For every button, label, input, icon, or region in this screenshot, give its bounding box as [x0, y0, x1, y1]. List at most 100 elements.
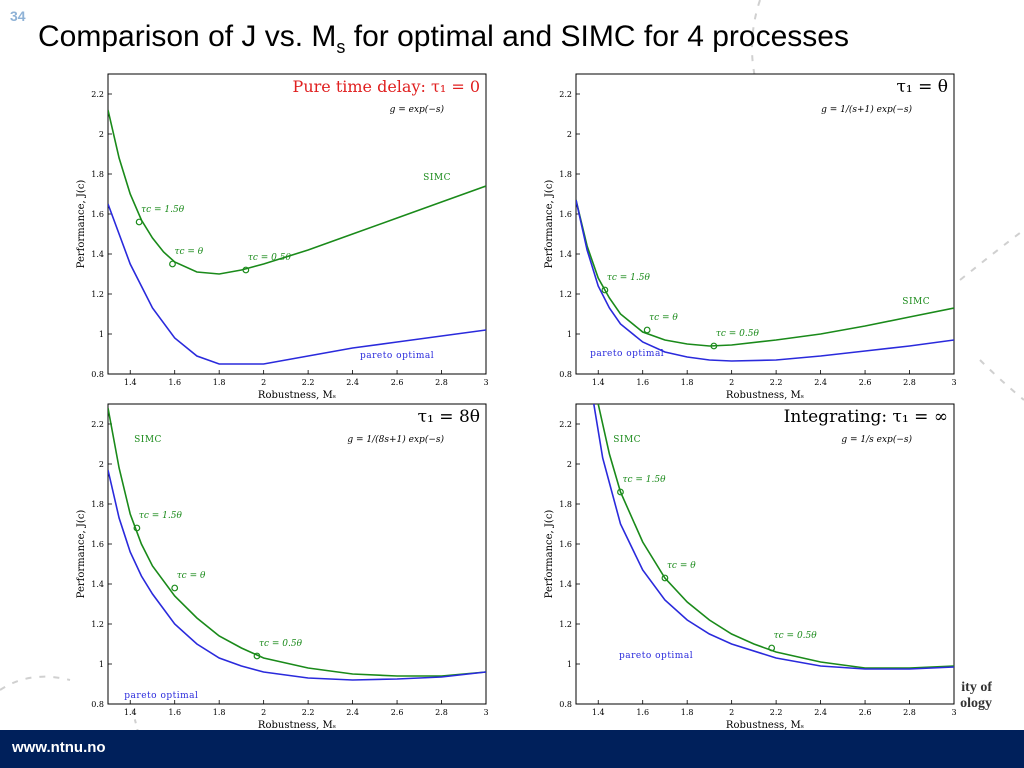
y-tick-label: 1.2 — [91, 620, 104, 629]
x-tick-label: 3 — [483, 378, 488, 387]
x-tick-label: 2 — [261, 378, 266, 387]
y-tick-label: 1.2 — [559, 290, 572, 299]
marker-point — [242, 266, 250, 274]
x-tick-label: 3 — [951, 378, 956, 387]
chart-subtitle: g = exp(−s) — [390, 104, 445, 115]
marker-label: τc = 1.5θ — [622, 475, 666, 485]
simc-series-line — [108, 407, 486, 677]
y-tick-label: 1.6 — [91, 210, 104, 219]
marker-label: τc = 1.5θ — [139, 511, 183, 521]
simc-series-label: SIMC — [613, 435, 641, 445]
x-tick-label: 2.4 — [346, 378, 359, 387]
marker-point — [169, 260, 176, 268]
x-tick-label: 1.8 — [213, 378, 226, 387]
x-tick-label: 1.4 — [592, 378, 605, 387]
x-tick-label: 2 — [729, 378, 734, 387]
y-tick-label: 2 — [99, 460, 104, 469]
x-tick-label: 1.8 — [213, 708, 226, 717]
marker-label: τc = 0.5θ — [248, 253, 292, 263]
x-axis-label: Robustness, Mₛ — [726, 390, 804, 401]
marker-label: τc = θ — [177, 571, 206, 581]
x-tick-label: 2.2 — [770, 378, 783, 387]
y-tick-label: 2 — [567, 460, 572, 469]
marker-point — [710, 342, 718, 350]
pareto-series-line — [576, 199, 954, 362]
simc-series-line — [576, 199, 954, 347]
y-tick-label: 1.8 — [91, 170, 104, 179]
slide-number: 34 — [10, 8, 26, 24]
y-tick-label: 0.8 — [559, 370, 572, 379]
series-group — [108, 407, 486, 681]
x-tick-label: 1.6 — [636, 708, 649, 717]
marker-label: τc = 1.5θ — [141, 205, 185, 215]
footer-bar: www.ntnu.no — [0, 730, 1024, 768]
y-tick-label: 1.8 — [91, 500, 104, 509]
series-group — [593, 404, 954, 670]
simc-series-label: SIMC — [134, 435, 162, 445]
simc-series-label: SIMC — [902, 297, 930, 307]
x-axis-label: Robustness, Mₛ — [726, 720, 804, 731]
marker-point — [135, 218, 143, 226]
y-tick-label: 1 — [99, 330, 104, 339]
pareto-series-line — [593, 404, 954, 670]
x-tick-label: 1.6 — [636, 378, 649, 387]
y-tick-label: 1.4 — [559, 250, 572, 259]
marker-label: τc = θ — [667, 561, 696, 571]
x-tick-label: 1.4 — [124, 378, 137, 387]
y-tick-label: 2.2 — [91, 420, 104, 429]
y-tick-label: 1.2 — [559, 620, 572, 629]
x-tick-label: 1.6 — [168, 708, 181, 717]
y-tick-label: 2.2 — [559, 90, 572, 99]
x-tick-label: 3 — [483, 708, 488, 717]
chart-pure-time-delay: 1.4 1.6 1.8 2 2.2 2.4 2.6 2.8 3 0.8 1 1.2 1.4 1.6 1.8 2… — [76, 73, 489, 401]
y-tick-label: 1.2 — [91, 290, 104, 299]
y-tick-label: 1.6 — [559, 540, 572, 549]
series-group — [576, 199, 954, 362]
marker-point — [253, 652, 261, 660]
chart-tau-8-theta: 1.4 1.6 1.8 2 2.2 2.4 2.6 2.8 3 0.8 1 1.2 1.4 1.6 1.8 2… — [76, 403, 489, 731]
chart-title: τ₁ = 8θ — [418, 407, 480, 427]
x-tick-label: 2.4 — [346, 708, 359, 717]
x-tick-label: 2 — [261, 708, 266, 717]
x-tick-label: 2.8 — [903, 378, 916, 387]
x-tick-label: 1.4 — [592, 708, 605, 717]
y-axis-label: Performance, J(c) — [76, 510, 87, 599]
y-tick-label: 1 — [567, 330, 572, 339]
logo-text-1: ity of — [961, 680, 992, 695]
logo-text-2: ology — [960, 696, 992, 711]
y-tick-label: 1.8 — [559, 170, 572, 179]
x-tick-label: 2.8 — [435, 708, 448, 717]
x-tick-label: 2.6 — [859, 708, 872, 717]
plot-frame — [107, 403, 487, 705]
x-axis-label: Robustness, Mₛ — [258, 390, 336, 401]
marker-point — [133, 524, 141, 532]
marker-label: τc = 0.5θ — [716, 329, 760, 339]
simc-series-line — [597, 404, 954, 669]
x-tick-label: 1.6 — [168, 378, 181, 387]
chart-subtitle: g = 1/s exp(−s) — [841, 434, 912, 445]
y-tick-label: 1.4 — [91, 250, 104, 259]
marker-point — [617, 488, 624, 496]
marker-point — [768, 644, 776, 652]
y-axis-label: Performance, J(c) — [544, 180, 555, 269]
y-tick-label: 1.6 — [91, 540, 104, 549]
slide-title: Comparison of J vs. Ms for optimal and S… — [38, 20, 849, 58]
marker-point — [601, 286, 609, 294]
pareto-series-line — [108, 203, 486, 365]
chart-title: τ₁ = θ — [896, 77, 948, 97]
y-tick-label: 2 — [99, 130, 104, 139]
pareto-series-label: pareto optimal — [619, 651, 693, 661]
y-tick-label: 2.2 — [559, 420, 572, 429]
chart-subtitle: g = 1/(s+1) exp(−s) — [821, 104, 912, 115]
pareto-series-label: pareto optimal — [590, 349, 664, 359]
y-tick-label: 2 — [567, 130, 572, 139]
y-tick-label: 1.4 — [559, 580, 572, 589]
pareto-series-label: pareto optimal — [124, 691, 198, 701]
y-tick-label: 0.8 — [559, 700, 572, 709]
marker-label: τc = θ — [649, 313, 678, 323]
x-tick-label: 2.6 — [391, 708, 404, 717]
x-tick-label: 2.8 — [435, 378, 448, 387]
chart-tau-equals-theta: 1.4 1.6 1.8 2 2.2 2.4 2.6 2.8 3 0.8 1 1.2 1.4 1.6 1.8 2… — [544, 73, 957, 401]
x-tick-label: 2 — [729, 708, 734, 717]
marker-point — [661, 574, 669, 582]
